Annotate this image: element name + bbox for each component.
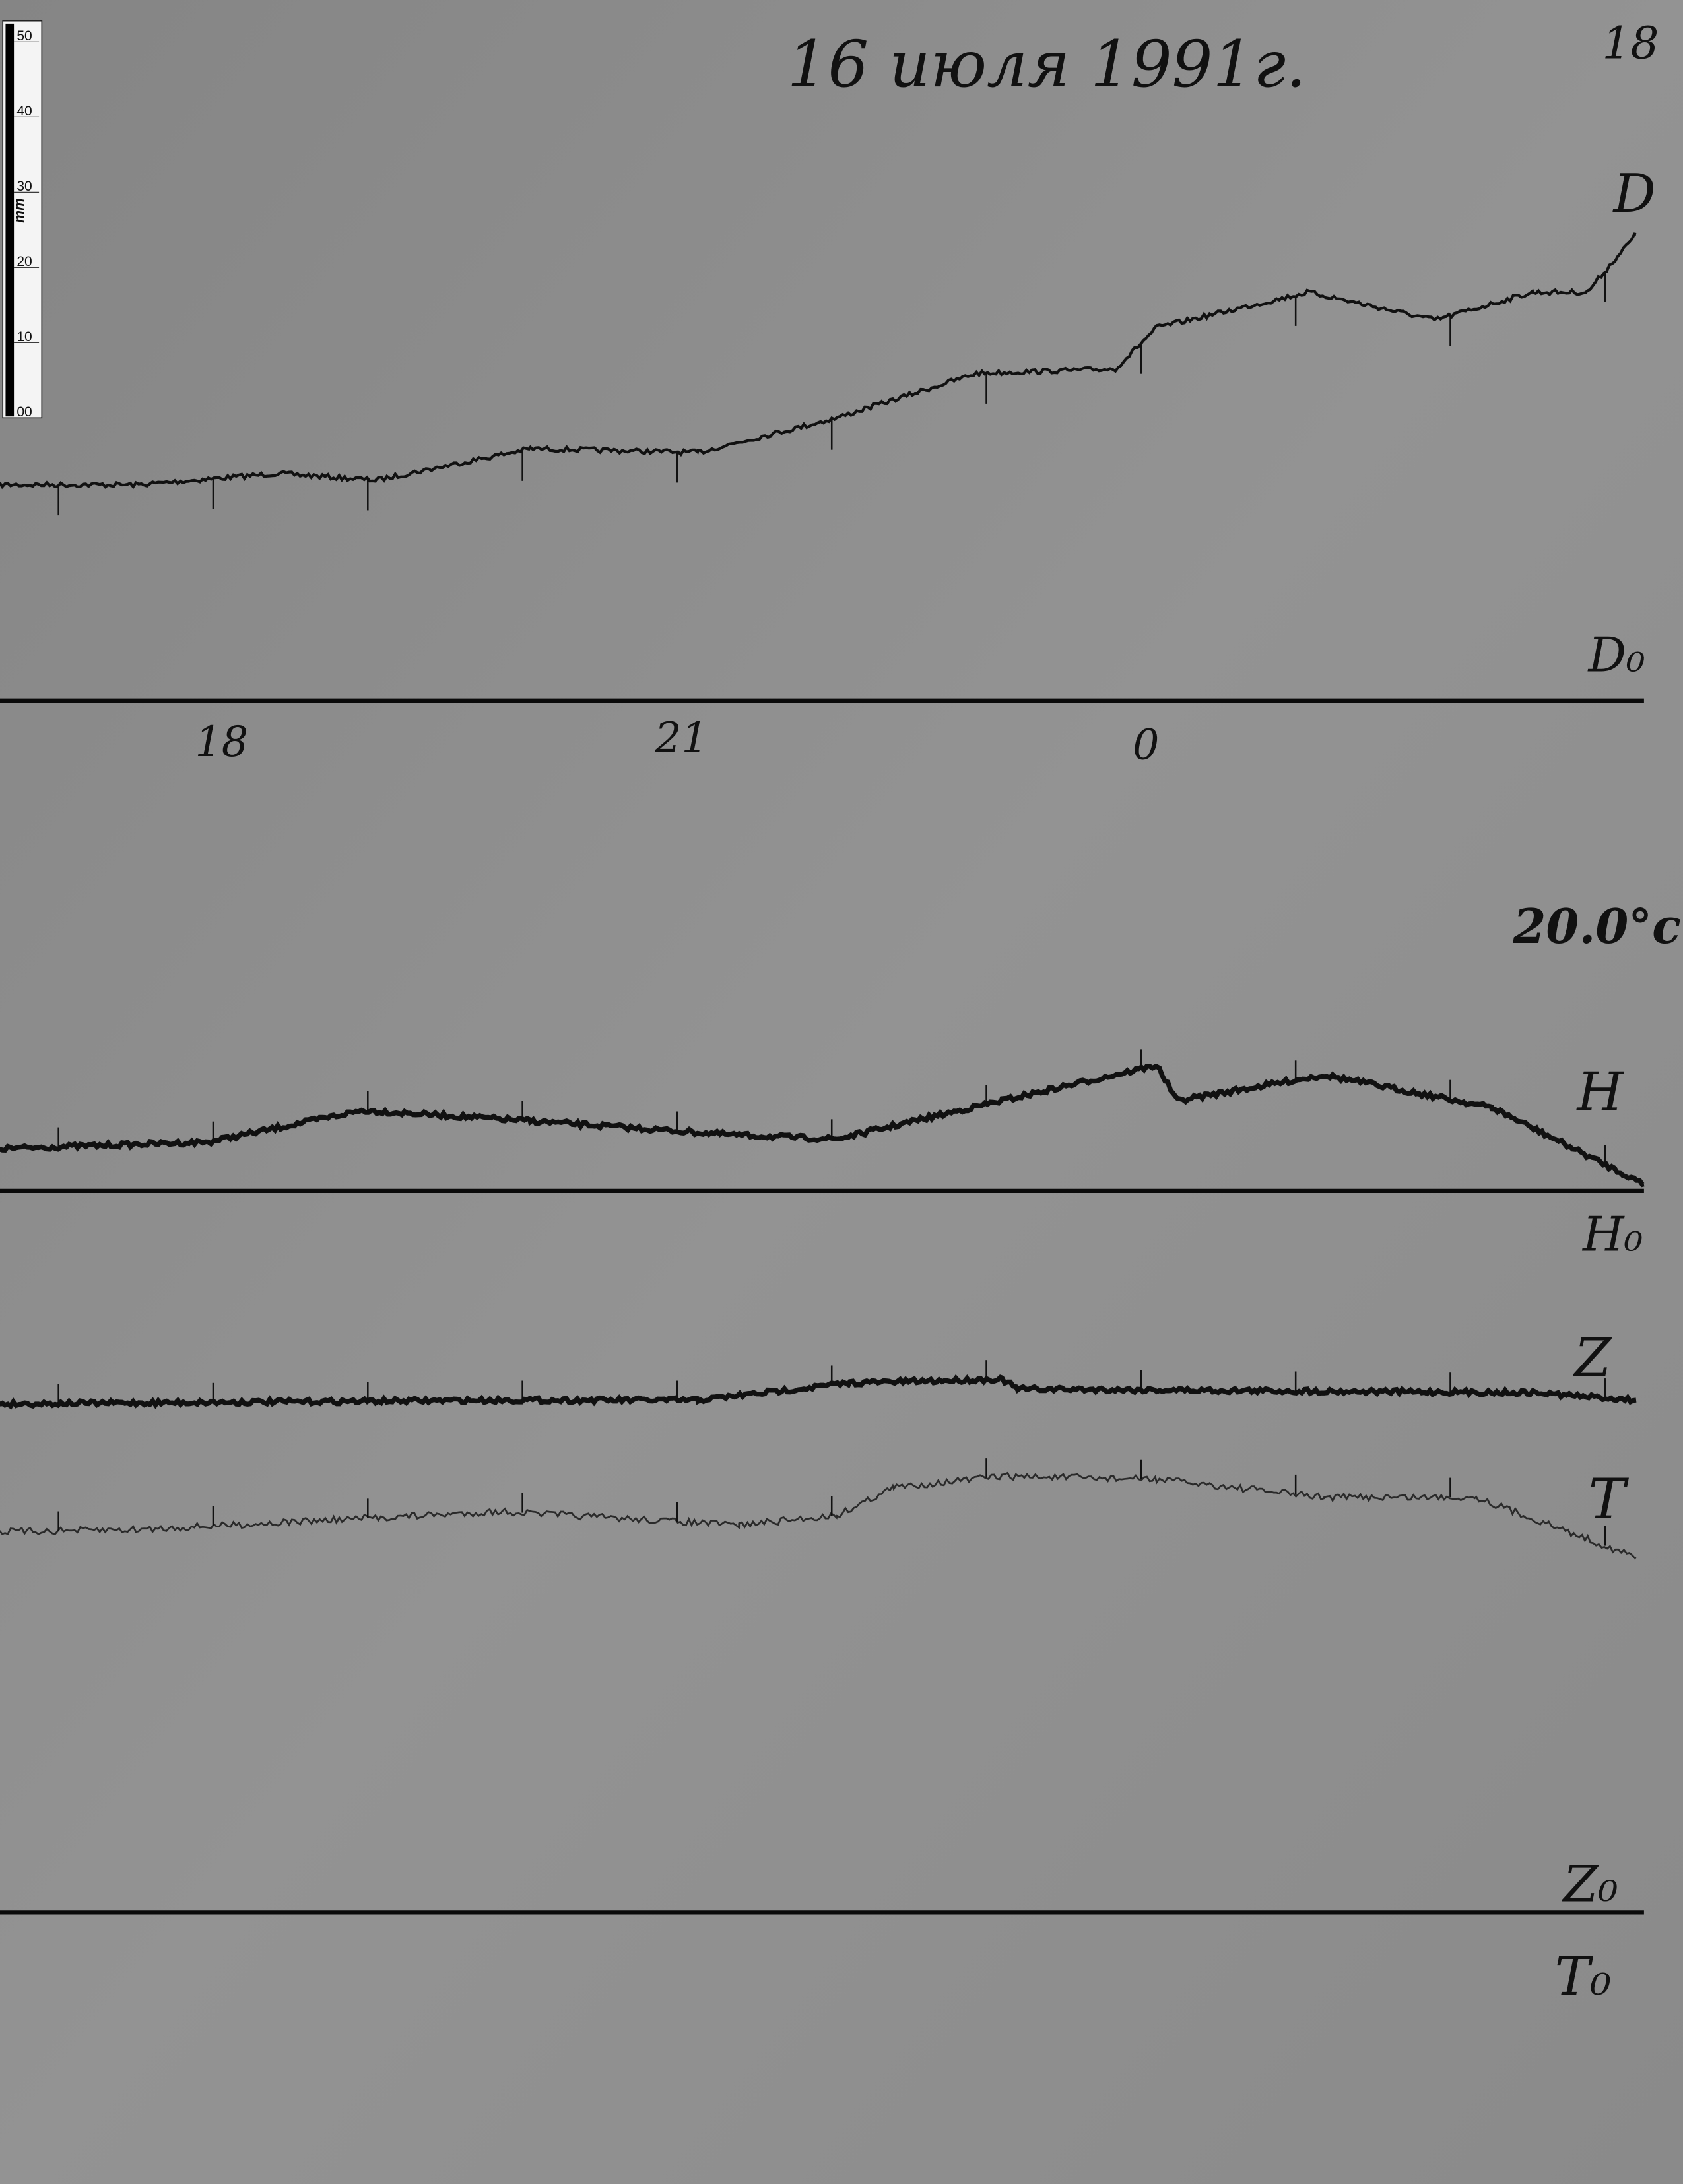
label-H0: H₀ (1581, 1207, 1643, 1262)
label-T: T (1588, 1467, 1629, 1531)
temperature-label: 20.0°c (1512, 899, 1680, 954)
x-tick-label: 18 (195, 717, 249, 766)
scale-tick-label: 20 (16, 254, 32, 269)
page-number: 18 (1602, 17, 1659, 69)
label-H: H (1576, 1061, 1625, 1122)
x-tick-label: 0 (1133, 720, 1159, 769)
scale-tick-label: 50 (16, 28, 32, 44)
scale-tick-label: 10 (16, 329, 32, 344)
x-tick-label: 21 (654, 713, 708, 762)
trace-T (0, 1471, 1637, 1560)
label-Z: Z (1572, 1328, 1612, 1389)
trace-Z (0, 1374, 1637, 1410)
trace-H (0, 1063, 1645, 1188)
date-title: 16 июля 1991г. (787, 27, 1306, 102)
scale-unit: mm (12, 198, 27, 223)
scale-tick-label: 30 (16, 179, 32, 194)
scale-tick-label: 40 (16, 104, 32, 119)
label-Z0: Z₀ (1562, 1854, 1618, 1913)
label-T0: T₀ (1555, 1946, 1612, 2007)
label-D0: D₀ (1587, 627, 1645, 682)
scale-tick-label: 00 (16, 404, 32, 420)
scale-bar: 50 40 30 20 10 00 mm (2, 20, 43, 420)
label-D: D (1612, 163, 1655, 224)
trace-D (0, 232, 1637, 490)
